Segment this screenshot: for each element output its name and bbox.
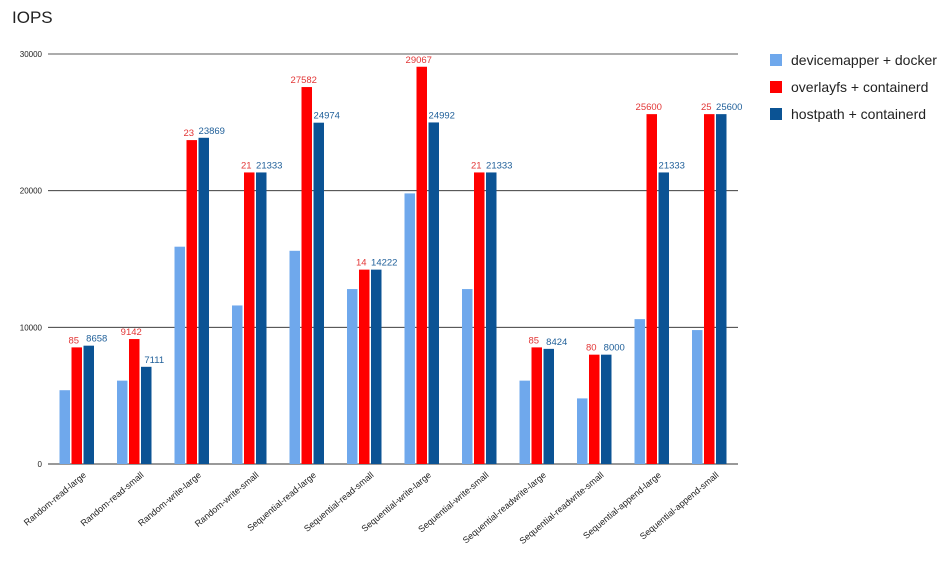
grid-lines [48,53,738,465]
bar [646,114,657,464]
data-label: 21333 [256,160,282,171]
data-label: 23 [183,128,194,139]
bar [601,354,612,464]
data-label: 29067 [406,55,432,66]
data-label: 21333 [659,160,685,171]
bar [174,246,185,464]
bar [462,289,473,464]
data-label: 27582 [291,75,317,86]
bar [704,114,715,464]
data-label: 9142 [121,327,142,338]
y-tick-label: 30000 [20,50,43,59]
bar [428,122,439,465]
y-axis: 0 10000 20000 30000 [20,50,43,469]
bar [404,193,415,464]
data-label: 25600 [716,102,742,113]
data-label: 14222 [371,258,397,269]
bar [634,319,645,464]
bars [59,66,727,465]
data-label: 21333 [486,160,512,171]
bar [186,140,197,464]
bar [519,380,530,464]
data-label: 7111 [144,355,164,366]
bar [198,137,209,464]
legend-item: devicemapper + docker [770,46,937,73]
data-label: 21 [471,160,482,171]
x-axis: Random-read-largeRandom-read-smallRandom… [22,470,721,546]
data-label: 24974 [314,111,340,122]
bar [658,172,669,464]
data-label: 80 [586,343,597,354]
bar [117,380,128,464]
data-label: 8658 [86,334,107,345]
chart-title: IOPS [12,8,53,27]
bar [589,354,600,464]
bar [531,347,542,464]
bar [244,172,255,464]
bar [83,345,94,464]
bar [543,348,554,464]
bar [301,87,312,465]
bar [692,330,703,464]
bar [129,339,140,464]
legend-item: overlayfs + containerd [770,73,937,100]
bar [359,269,370,464]
data-label: 24992 [429,110,455,121]
bar [716,114,727,464]
bar [59,390,70,464]
legend-swatch [770,53,782,66]
data-label: 21 [241,160,252,171]
y-tick-label: 10000 [20,323,43,332]
data-label: 8424 [546,337,567,348]
bar [474,172,485,464]
bar [289,250,300,464]
legend-label: devicemapper + docker [791,51,937,68]
data-labels: 85 8658 9142 7111 23 23869 21 21333 27582 24974 14… [68,55,742,366]
bar [313,122,324,465]
data-label: 25 [701,102,712,113]
y-tick-label: 0 [38,460,43,469]
data-label: 85 [68,335,79,346]
bar [347,289,358,464]
bar [256,172,267,464]
data-label: 8000 [604,343,625,354]
data-label: 25600 [636,102,662,113]
legend-label: hostpath + containerd [791,105,927,122]
y-tick-label: 20000 [20,187,43,196]
bar [577,398,588,464]
legend-swatch [770,80,782,93]
bar [416,66,427,464]
bar [486,172,497,464]
data-label: 23869 [199,126,225,137]
x-tick-label: Random-write-large [136,470,203,528]
bar [232,305,243,464]
bar [371,269,382,464]
bar [71,347,82,464]
x-tick-label: Random-read-small [79,470,146,528]
data-label: 85 [528,335,539,346]
legend-swatch [770,107,782,120]
bar [141,366,152,464]
legend-label: overlayfs + containerd [791,78,929,95]
legend: devicemapper + docker overlayfs + contain… [770,46,937,127]
x-tick-label: Random-read-large [22,470,88,528]
legend-item: hostpath + containerd [770,100,937,127]
data-label: 14 [356,258,367,269]
